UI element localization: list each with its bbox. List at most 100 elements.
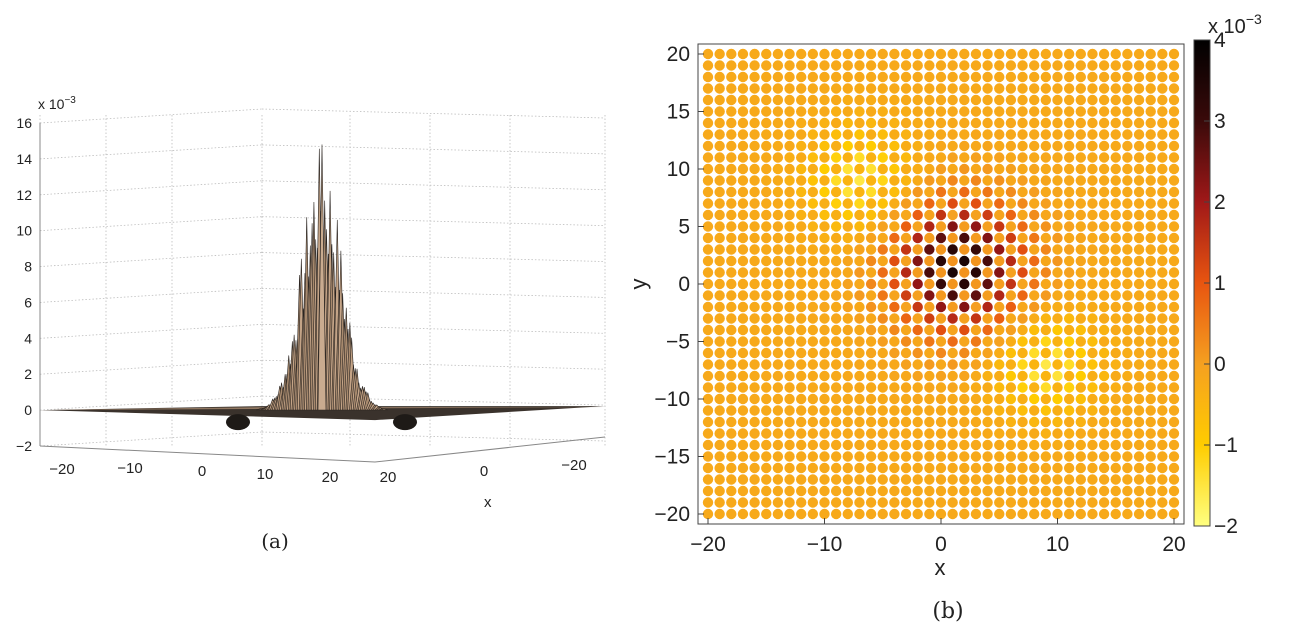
data-point xyxy=(865,405,877,416)
data-point xyxy=(714,163,725,175)
data-point xyxy=(772,255,784,267)
data-point xyxy=(761,83,772,94)
data-point xyxy=(1087,163,1098,175)
data-point xyxy=(994,71,1005,83)
data-point xyxy=(912,48,923,60)
data-point xyxy=(1157,232,1168,244)
data-point xyxy=(865,313,877,324)
data-point xyxy=(1052,393,1063,405)
data-point xyxy=(1110,83,1121,94)
data-point xyxy=(900,370,912,382)
data-point xyxy=(947,451,958,462)
data-point xyxy=(726,301,737,313)
data-point xyxy=(714,278,725,290)
data-point xyxy=(1075,428,1087,439)
data-point xyxy=(1145,106,1156,117)
data-point xyxy=(1168,129,1180,140)
data-point xyxy=(982,83,993,94)
data-point xyxy=(1145,370,1156,382)
data-point xyxy=(935,106,947,117)
data-point xyxy=(994,83,1005,94)
data-point xyxy=(796,428,807,439)
data-point xyxy=(912,462,923,474)
data-point xyxy=(1017,301,1028,313)
data-point xyxy=(1122,152,1133,163)
data-point xyxy=(1063,439,1075,451)
data-point xyxy=(726,278,737,290)
x-tick-label: 10 xyxy=(257,466,274,483)
data-point xyxy=(1098,313,1110,324)
data-point xyxy=(807,221,819,232)
data-point xyxy=(970,336,982,347)
data-point xyxy=(970,255,982,267)
data-point xyxy=(1133,439,1145,451)
data-point xyxy=(1087,336,1098,347)
data-point xyxy=(1017,140,1028,152)
data-point xyxy=(912,186,923,198)
data-point xyxy=(1098,347,1110,359)
z-gridline xyxy=(261,431,606,442)
data-point xyxy=(1005,336,1017,347)
data-point xyxy=(877,451,888,462)
data-point xyxy=(1168,393,1180,405)
data-point xyxy=(959,451,970,462)
data-point xyxy=(935,313,947,324)
data-point xyxy=(1168,370,1180,382)
data-point xyxy=(1005,71,1017,83)
data-point xyxy=(784,152,795,163)
data-point xyxy=(761,451,772,462)
data-point xyxy=(807,485,819,497)
data-point xyxy=(912,140,923,152)
data-point xyxy=(749,60,760,71)
data-point xyxy=(889,140,900,152)
data-point xyxy=(1133,508,1145,520)
data-point xyxy=(1168,416,1180,428)
data-point xyxy=(1087,94,1098,106)
data-point xyxy=(947,462,958,474)
data-point xyxy=(714,221,725,232)
data-point xyxy=(877,324,888,336)
data-point xyxy=(959,198,970,209)
data-point xyxy=(947,267,958,278)
data-point xyxy=(1110,451,1121,462)
data-point xyxy=(1122,209,1133,221)
data-point xyxy=(970,186,982,198)
data-point xyxy=(737,324,749,336)
data-point xyxy=(982,347,993,359)
data-point xyxy=(1122,416,1133,428)
data-point xyxy=(726,221,737,232)
data-point xyxy=(982,405,993,416)
data-point xyxy=(1052,186,1063,198)
data-point xyxy=(726,94,737,106)
data-point xyxy=(947,336,958,347)
z-gridline xyxy=(39,216,263,232)
data-point xyxy=(1157,140,1168,152)
data-point xyxy=(947,428,958,439)
data-point xyxy=(842,405,853,416)
data-point xyxy=(854,94,865,106)
data-point xyxy=(1040,140,1052,152)
data-point xyxy=(842,117,853,129)
data-point xyxy=(749,94,760,106)
data-point xyxy=(1029,175,1040,186)
data-point xyxy=(854,232,865,244)
data-point xyxy=(1087,439,1098,451)
data-point xyxy=(1005,186,1017,198)
data-point xyxy=(1098,267,1110,278)
data-point xyxy=(772,474,784,485)
data-point xyxy=(994,508,1005,520)
data-point xyxy=(726,152,737,163)
data-point xyxy=(1122,198,1133,209)
data-point xyxy=(749,301,760,313)
data-point xyxy=(1075,462,1087,474)
data-point xyxy=(1005,393,1017,405)
data-point xyxy=(807,462,819,474)
data-point xyxy=(737,71,749,83)
data-point xyxy=(1017,313,1028,324)
data-point xyxy=(865,324,877,336)
data-point xyxy=(1133,290,1145,301)
data-point xyxy=(1168,462,1180,474)
data-point xyxy=(877,301,888,313)
data-point xyxy=(842,301,853,313)
